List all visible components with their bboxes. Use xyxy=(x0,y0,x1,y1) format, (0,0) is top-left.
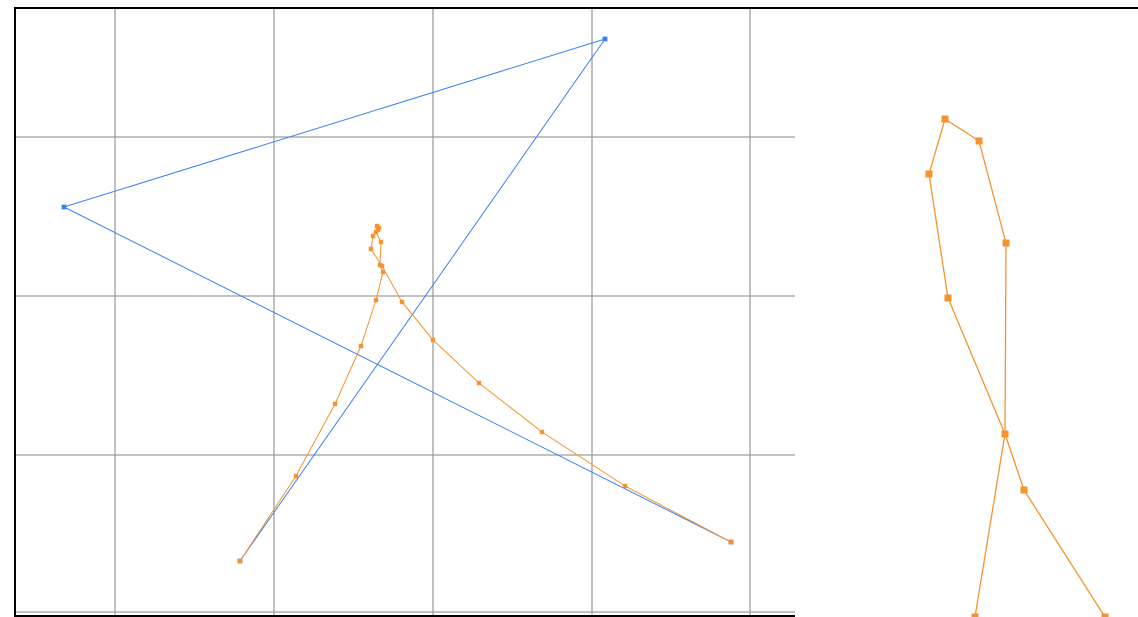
orange-path-vertex xyxy=(381,270,385,274)
zoom-orange-path-vertex xyxy=(1021,487,1028,494)
orange-path-vertex xyxy=(540,430,544,434)
orange-path-line xyxy=(240,226,731,561)
main-canvas-panel[interactable] xyxy=(14,7,797,617)
orange-path-vertex xyxy=(379,240,383,244)
orange-path-vertex xyxy=(369,247,373,251)
orange-path-vertex xyxy=(359,344,363,348)
orange-path-vertex xyxy=(374,298,378,302)
orange-path-vertex xyxy=(380,264,384,268)
orange-path-vertex xyxy=(376,228,380,232)
orange-path-vertex xyxy=(238,559,242,563)
orange-path-vertex xyxy=(477,381,481,385)
zoom-canvas xyxy=(795,9,1138,617)
grid-lines xyxy=(16,9,795,615)
orange-path-vertex xyxy=(431,338,435,342)
blue-path-vertex xyxy=(603,37,608,42)
zoom-orange-path-vertex xyxy=(942,116,949,123)
zoom-orange-path-vertex xyxy=(972,614,979,617)
orange-path-vertex xyxy=(371,234,375,238)
orange-path-vertex xyxy=(294,474,298,478)
zoom-orange-path-line xyxy=(929,119,1105,617)
orange-path-vertex xyxy=(400,300,404,304)
blue-path-vertex xyxy=(62,205,67,210)
zoom-orange-path-vertex xyxy=(1002,431,1009,438)
zoom-orange-path-vertex xyxy=(1003,240,1010,247)
zoom-orange-path-vertex xyxy=(926,171,933,178)
main-canvas[interactable] xyxy=(16,9,795,615)
orange-path-vertex xyxy=(623,484,627,488)
orange-path-vertex xyxy=(729,540,733,544)
blue-path-line xyxy=(64,39,731,561)
zoom-orange-path-vertex xyxy=(976,138,983,145)
zoomed-orange-path xyxy=(926,116,1109,617)
orange-path[interactable] xyxy=(238,224,733,563)
zoom-detail-panel xyxy=(795,7,1138,617)
zoom-orange-path-vertex xyxy=(1102,614,1109,617)
orange-path-vertex xyxy=(333,402,337,406)
blue-path[interactable] xyxy=(62,37,734,564)
zoom-orange-path-vertex xyxy=(945,295,952,302)
